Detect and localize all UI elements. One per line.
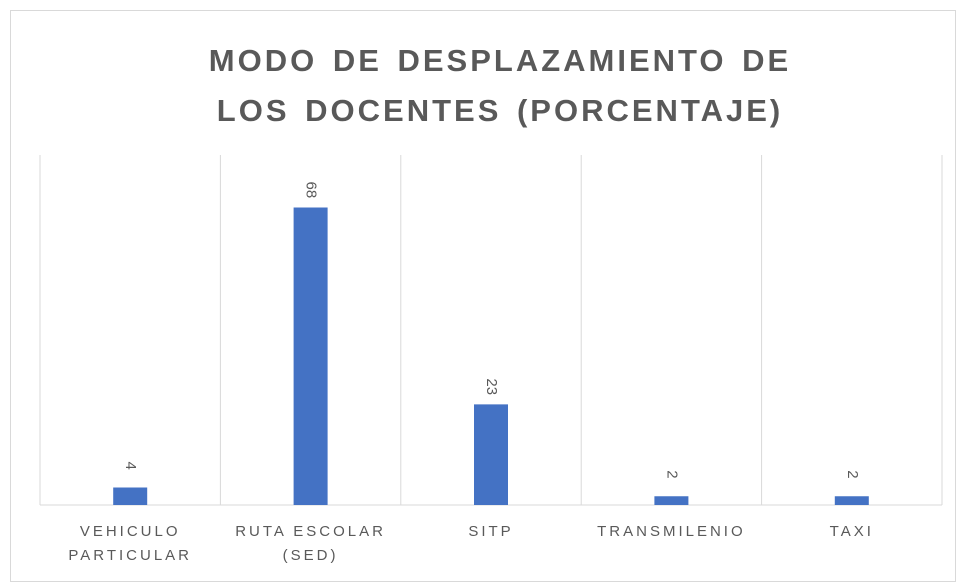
chart-title: MODO DE DESPLAZAMIENTO DE LOS DOCENTES (… bbox=[208, 43, 792, 128]
data-label: 2 bbox=[844, 470, 861, 478]
x-tick-label: TAXI bbox=[829, 523, 874, 540]
data-label: 68 bbox=[303, 182, 320, 199]
chart-frame bbox=[10, 10, 956, 582]
data-label: 4 bbox=[122, 462, 139, 470]
x-tick-label: TRANSMILENIO bbox=[597, 523, 746, 540]
bar bbox=[834, 496, 869, 505]
data-label: 2 bbox=[663, 470, 680, 478]
bar bbox=[474, 404, 508, 505]
x-tick-label: RUTA ESCOLAR (SED) bbox=[235, 523, 386, 564]
x-tick-label: SITP bbox=[468, 523, 514, 540]
bar bbox=[113, 487, 148, 505]
x-tick-label: VEHICULO PARTICULAR bbox=[68, 523, 192, 564]
bar bbox=[293, 207, 328, 505]
data-label: 23 bbox=[483, 378, 500, 395]
bar bbox=[654, 496, 689, 505]
